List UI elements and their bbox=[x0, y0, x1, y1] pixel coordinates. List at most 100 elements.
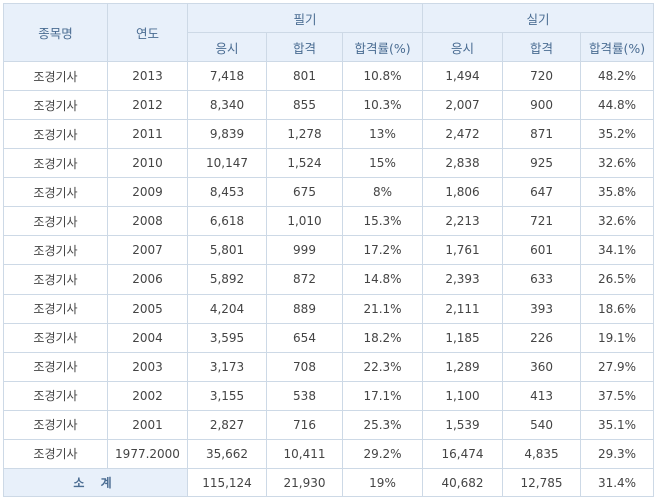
table-row: 조경기사 2012 8,340 855 10.3% 2,007 900 44.8… bbox=[3, 90, 654, 121]
cell-written-applicants: 3,595 bbox=[187, 322, 267, 353]
cell-written-passed: 675 bbox=[266, 177, 343, 208]
cell-practical-applicants: 1,539 bbox=[422, 409, 504, 440]
cell-written-pass-rate: 22.3% bbox=[341, 351, 424, 382]
cell-year: 2011 bbox=[107, 119, 188, 150]
cell-written-passed: 889 bbox=[266, 293, 343, 324]
table-row: 조경기사 2013 7,418 801 10.8% 1,494 720 48.2… bbox=[3, 60, 654, 92]
cell-practical-applicants: 1,185 bbox=[422, 322, 504, 353]
col-header-written-applicants: 응시 bbox=[187, 32, 267, 62]
cell-subject-name: 조경기사 bbox=[3, 351, 108, 382]
cell-year: 2006 bbox=[107, 264, 188, 295]
cell-practical-pass-rate: 19.1% bbox=[580, 322, 654, 353]
table-row: 조경기사 2004 3,595 654 18.2% 1,185 226 19.1… bbox=[3, 322, 654, 353]
cell-year: 2004 bbox=[107, 322, 188, 353]
col-header-written-pass-rate: 합격률(%) bbox=[341, 32, 424, 62]
cell-written-applicants: 5,801 bbox=[187, 235, 267, 266]
cell-subject-name: 조경기사 bbox=[3, 177, 108, 208]
cell-year: 1977.2000 bbox=[107, 438, 188, 470]
table-row: 조경기사 2001 2,827 716 25.3% 1,539 540 35.1… bbox=[3, 409, 654, 440]
cell-written-applicants: 4,204 bbox=[187, 293, 267, 324]
cell-practical-passed: 393 bbox=[502, 293, 582, 324]
col-header-year: 연도 bbox=[107, 3, 188, 62]
table-row: 조경기사 1977.2000 35,662 10,411 29.2% 16,47… bbox=[3, 438, 654, 470]
cell-practical-pass-rate: 44.8% bbox=[580, 90, 654, 121]
table-row: 조경기사 2009 8,453 675 8% 1,806 647 35.8% bbox=[3, 177, 654, 208]
cell-year: 2010 bbox=[107, 148, 188, 179]
header-row-top: 종목명 연도 필기 실기 bbox=[3, 3, 654, 62]
cell-written-passed: 10,411 bbox=[266, 438, 343, 470]
cell-written-passed: 1,278 bbox=[266, 119, 343, 150]
cell-written-pass-rate: 17.1% bbox=[341, 380, 424, 411]
cell-written-passed: 1,524 bbox=[266, 148, 343, 179]
cell-practical-pass-rate: 32.6% bbox=[580, 148, 654, 179]
cell-practical-applicants: 2,007 bbox=[422, 90, 504, 121]
cell-written-passed: 872 bbox=[266, 264, 343, 295]
cell-practical-passed: 413 bbox=[502, 380, 582, 411]
exam-stats-table: 종목명 연도 필기 실기 응시 합격 합격률(%) 응시 합격 합격률(%) 조… bbox=[3, 3, 654, 497]
cell-practical-passed: 900 bbox=[502, 90, 582, 121]
cell-year: 2005 bbox=[107, 293, 188, 324]
cell-subject-name: 조경기사 bbox=[3, 206, 108, 237]
cell-written-applicants: 3,173 bbox=[187, 351, 267, 382]
cell-written-applicants: 6,618 bbox=[187, 206, 267, 237]
cell-subject-name: 조경기사 bbox=[3, 409, 108, 440]
cell-subject-name: 조경기사 bbox=[3, 322, 108, 353]
cell-practical-applicants: 1,289 bbox=[422, 351, 504, 382]
cell-written-applicants: 5,892 bbox=[187, 264, 267, 295]
col-header-subject-name: 종목명 bbox=[3, 3, 108, 62]
cell-subject-name: 조경기사 bbox=[3, 293, 108, 324]
cell-practical-pass-rate: 29.3% bbox=[580, 438, 654, 470]
total-written-passed: 21,930 bbox=[266, 468, 343, 497]
table-footer: 소 계 115,124 21,930 19% 40,682 12,785 31.… bbox=[3, 468, 654, 497]
col-group-written: 필기 bbox=[186, 3, 424, 33]
cell-subject-name: 조경기사 bbox=[3, 235, 108, 266]
cell-written-passed: 716 bbox=[266, 409, 343, 440]
cell-practical-pass-rate: 32.6% bbox=[580, 206, 654, 237]
cell-year: 2009 bbox=[107, 177, 188, 208]
cell-practical-applicants: 2,838 bbox=[422, 148, 504, 179]
cell-written-applicants: 3,155 bbox=[187, 380, 267, 411]
cell-practical-applicants: 16,474 bbox=[422, 438, 504, 470]
cell-year: 2012 bbox=[107, 90, 188, 121]
total-practical-pass-rate: 31.4% bbox=[580, 468, 654, 497]
cell-practical-pass-rate: 18.6% bbox=[580, 293, 654, 324]
cell-written-applicants: 35,662 bbox=[187, 438, 267, 470]
cell-year: 2013 bbox=[107, 60, 188, 92]
cell-subject-name: 조경기사 bbox=[3, 380, 108, 411]
table-row: 조경기사 2005 4,204 889 21.1% 2,111 393 18.6… bbox=[3, 293, 654, 324]
cell-written-pass-rate: 10.3% bbox=[341, 90, 424, 121]
cell-written-pass-rate: 10.8% bbox=[341, 60, 424, 92]
cell-written-passed: 538 bbox=[266, 380, 343, 411]
cell-practical-passed: 647 bbox=[502, 177, 582, 208]
cell-written-passed: 1,010 bbox=[266, 206, 343, 237]
table-row: 조경기사 2006 5,892 872 14.8% 2,393 633 26.5… bbox=[3, 264, 654, 295]
cell-written-applicants: 8,340 bbox=[187, 90, 267, 121]
cell-subject-name: 조경기사 bbox=[3, 90, 108, 121]
cell-written-passed: 708 bbox=[266, 351, 343, 382]
cell-written-pass-rate: 15.3% bbox=[341, 206, 424, 237]
cell-written-pass-rate: 13% bbox=[341, 119, 424, 150]
cell-written-applicants: 9,839 bbox=[187, 119, 267, 150]
total-row: 소 계 115,124 21,930 19% 40,682 12,785 31.… bbox=[3, 468, 654, 497]
col-header-practical-applicants: 응시 bbox=[422, 32, 504, 62]
cell-written-pass-rate: 15% bbox=[341, 148, 424, 179]
header-row-sub: 응시 합격 합격률(%) 응시 합격 합격률(%) bbox=[4, 32, 654, 62]
cell-practical-passed: 721 bbox=[502, 206, 582, 237]
col-header-practical-passed: 합격 bbox=[502, 32, 582, 62]
cell-practical-passed: 360 bbox=[502, 351, 582, 382]
cell-practical-pass-rate: 27.9% bbox=[580, 351, 654, 382]
col-header-written-passed: 합격 bbox=[266, 32, 343, 62]
cell-subject-name: 조경기사 bbox=[3, 264, 108, 295]
cell-year: 2001 bbox=[107, 409, 188, 440]
cell-subject-name: 조경기사 bbox=[3, 438, 108, 470]
cell-written-passed: 801 bbox=[266, 60, 343, 92]
table-row: 조경기사 2002 3,155 538 17.1% 1,100 413 37.5… bbox=[3, 380, 654, 411]
cell-written-applicants: 8,453 bbox=[187, 177, 267, 208]
cell-practical-pass-rate: 35.8% bbox=[580, 177, 654, 208]
cell-practical-passed: 633 bbox=[502, 264, 582, 295]
cell-year: 2003 bbox=[107, 351, 188, 382]
col-group-practical: 실기 bbox=[422, 3, 654, 33]
cell-practical-passed: 226 bbox=[502, 322, 582, 353]
cell-practical-applicants: 2,111 bbox=[422, 293, 504, 324]
